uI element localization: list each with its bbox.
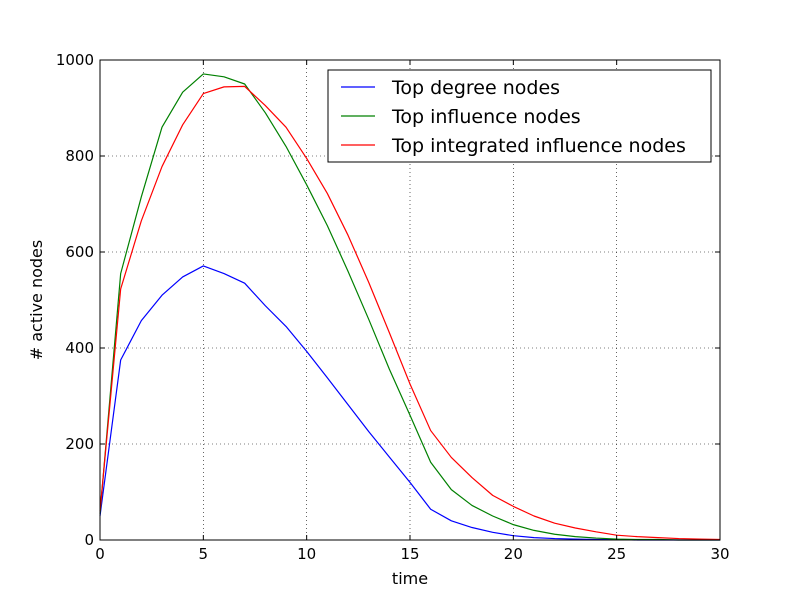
x-tick-label: 25 — [607, 545, 626, 563]
x-tick-label: 10 — [297, 545, 316, 563]
legend: Top degree nodes Top influence nodes Top i… — [327, 69, 712, 163]
x-tick-label: 0 — [95, 545, 105, 563]
legend-box — [327, 69, 712, 163]
x-axis-title: time — [392, 569, 428, 588]
y-tick-label: 200 — [65, 435, 94, 453]
x-tick-label: 5 — [199, 545, 209, 563]
legend-label-2: Top influence nodes — [391, 106, 581, 128]
legend-label-1: Top degree nodes — [391, 77, 560, 99]
y-tick-label: 800 — [65, 147, 94, 165]
x-tick-label: 15 — [400, 545, 419, 563]
x-tick-label: 30 — [710, 545, 729, 563]
y-axis-title: # active nodes — [27, 240, 46, 360]
y-tick-label: 1000 — [56, 51, 94, 69]
y-tick-label: 0 — [84, 531, 94, 549]
axis-ticks: 0 5 10 15 20 25 30 0 200 400 600 800 1000 — [56, 51, 730, 563]
y-tick-label: 600 — [65, 243, 94, 261]
x-tick-label: 20 — [504, 545, 523, 563]
legend-label-3: Top integrated influence nodes — [391, 135, 686, 157]
y-tick-label: 400 — [65, 339, 94, 357]
